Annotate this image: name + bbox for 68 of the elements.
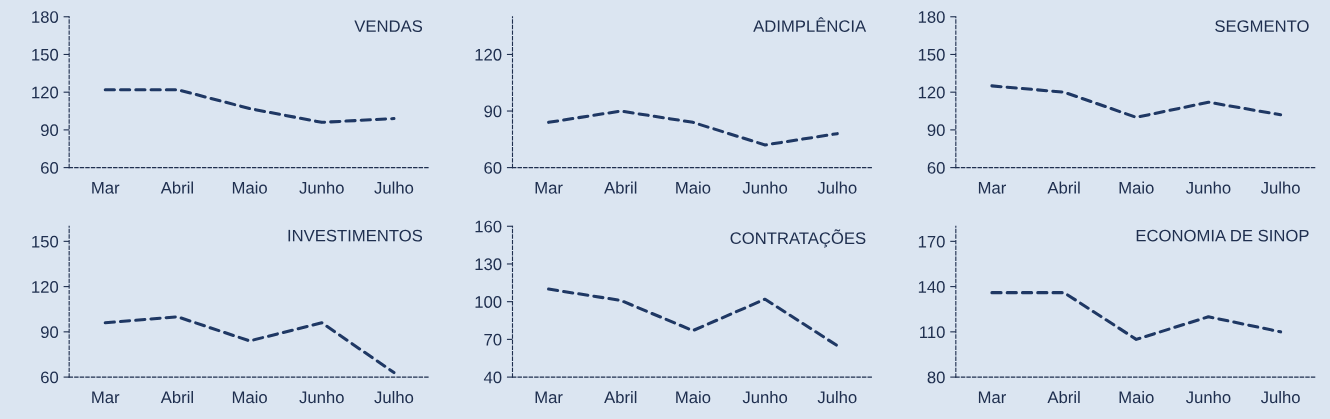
y-tick-label: 120	[918, 86, 945, 99]
y-tick-label: 110	[920, 326, 945, 339]
x-tick-label: Maio	[232, 390, 267, 404]
y-tick-label: 140	[918, 281, 945, 293]
x-tick-label: Mar	[92, 182, 120, 194]
x-tick-label: Maio	[676, 390, 711, 404]
chart-title: INVESTIMENTOS	[288, 229, 423, 242]
chart-title: VENDAS	[354, 20, 423, 33]
y-tick-label: 180	[32, 11, 59, 23]
y-tick-label: 90	[40, 326, 59, 339]
y-tick-label: 130	[475, 258, 502, 271]
x-tick-label: Maio	[1119, 390, 1154, 404]
x-tick-label: Julho	[817, 390, 857, 404]
line-series	[547, 287, 839, 348]
chart-title: ECONOMIA DE SINOP	[1136, 229, 1309, 242]
line-series	[990, 84, 1283, 119]
x-tick-label: Mar	[535, 182, 563, 194]
x-tick-label: Maio	[232, 181, 267, 194]
y-tick-label: 160	[475, 220, 502, 233]
x-tick-label: Abril	[604, 390, 637, 404]
line-series	[547, 109, 839, 147]
x-tick-label: Maio	[676, 181, 711, 194]
x-tick-label: Junho	[742, 181, 788, 194]
x-tick-label: Julho	[374, 390, 414, 404]
y-tick-label: 70	[484, 333, 502, 346]
x-tick-label: Abril	[160, 181, 193, 194]
y-tick-label: 150	[32, 48, 59, 61]
y-tick-label: 120	[32, 86, 59, 99]
x-tick-label: Julho	[817, 181, 857, 194]
y-tick-label: 60	[41, 162, 59, 174]
x-tick-label: Julho	[1260, 390, 1300, 404]
x-tick-label: Junho	[742, 390, 788, 404]
x-tick-label: Julho	[1260, 181, 1300, 194]
chart-title: CONTRATAÇÕES	[730, 229, 866, 248]
y-tick-label: 180	[918, 11, 945, 23]
line-series	[990, 291, 1283, 341]
x-tick-label: Abril	[160, 390, 193, 404]
x-tick-label: Mar	[978, 391, 1006, 404]
y-tick-label: 90	[484, 105, 502, 118]
y-tick-label: 150	[32, 235, 59, 248]
y-tick-label: 80	[927, 371, 945, 384]
y-tick-label: 90	[927, 124, 945, 137]
x-tick-label: Junho	[299, 181, 344, 194]
x-tick-label: Junho	[1186, 181, 1231, 194]
y-tick-label: 120	[32, 281, 59, 293]
y-tick-label: 90	[40, 124, 59, 137]
x-tick-label: Mar	[92, 391, 120, 404]
x-tick-label: Abril	[1047, 390, 1080, 404]
y-tick-label: 150	[918, 48, 945, 61]
x-tick-label: Mar	[535, 391, 563, 404]
x-tick-label: Mar	[978, 182, 1006, 194]
chart-title: ADIMPLÊNCIA	[753, 17, 867, 33]
x-tick-label: Maio	[1119, 181, 1154, 194]
chart-title: SEGMENTO	[1215, 20, 1309, 33]
x-tick-label: Abril	[1047, 181, 1080, 194]
line-series	[103, 315, 396, 375]
y-tick-label: 60	[484, 162, 502, 174]
x-tick-label: Junho	[1186, 390, 1231, 404]
y-tick-label: 170	[918, 235, 945, 248]
y-tick-label: 60	[41, 371, 59, 384]
line-series	[103, 88, 396, 124]
y-tick-label: 40	[483, 371, 502, 384]
x-tick-label: Julho	[374, 181, 414, 194]
x-tick-label: Abril	[604, 181, 637, 194]
y-tick-label: 120	[475, 48, 502, 61]
x-tick-label: Junho	[299, 390, 344, 404]
y-tick-label: 60	[927, 162, 945, 174]
y-tick-label: 100	[475, 296, 502, 308]
